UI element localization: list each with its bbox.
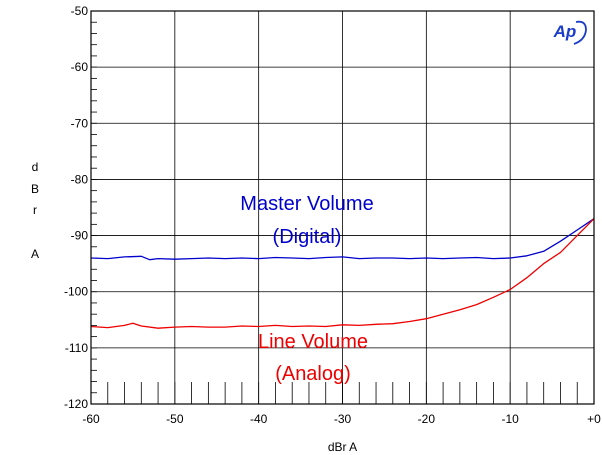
x-axis-title: dBr A (328, 440, 357, 454)
series-line-1 (90, 218, 595, 261)
tick-labels: -60 -50 -40 -30 -20 -10 +0 -50 -60 -70 -80 -90 -100 -… (64, 4, 601, 426)
y-tick-label: -90 (71, 229, 89, 243)
x-tick-label: -60 (82, 412, 100, 426)
ap-logo: Ap (553, 20, 587, 45)
series-line-2 (90, 218, 595, 329)
series-layer (90, 218, 595, 329)
y-tick-label: -70 (71, 116, 89, 130)
y-tick-label: -60 (71, 60, 89, 74)
annotation-1-line-1: Master Volume (240, 193, 373, 215)
x-tick-label: -50 (166, 412, 184, 426)
grid (90, 10, 595, 405)
x-tick-label: -20 (418, 412, 436, 426)
y-axis-title-letter: B (31, 182, 39, 196)
y-axis-title-letter: d (32, 160, 39, 174)
y-tick-label: -100 (64, 285, 88, 299)
annotation-2-line-2: (Analog) (275, 363, 351, 385)
y-axis-title: dBr A (31, 160, 39, 261)
ap-logo-text: Ap (553, 22, 577, 41)
annotation-2-line-1: Line Volume (258, 331, 368, 353)
y-tick-label: -110 (65, 341, 88, 355)
x-tick-label: -10 (501, 412, 519, 426)
x-tick-label: -30 (334, 412, 352, 426)
y-tick-label: -50 (71, 4, 89, 18)
ap-logo-swoosh-icon (573, 20, 587, 45)
x-tick-label: +0 (587, 412, 601, 426)
annotations: Master Volume (Digital) Line Volume (Analog… (240, 193, 373, 385)
x-tick-label: -40 (250, 412, 268, 426)
y-tick-label: -80 (71, 172, 89, 186)
minor-ticks (90, 10, 595, 405)
y-axis-title-letter: A (31, 247, 39, 261)
y-tick-label: -120 (64, 397, 88, 411)
plot-frame (90, 10, 595, 405)
annotation-1-line-2: (Digital) (273, 226, 342, 248)
y-axis-title-letter: r (33, 203, 37, 217)
